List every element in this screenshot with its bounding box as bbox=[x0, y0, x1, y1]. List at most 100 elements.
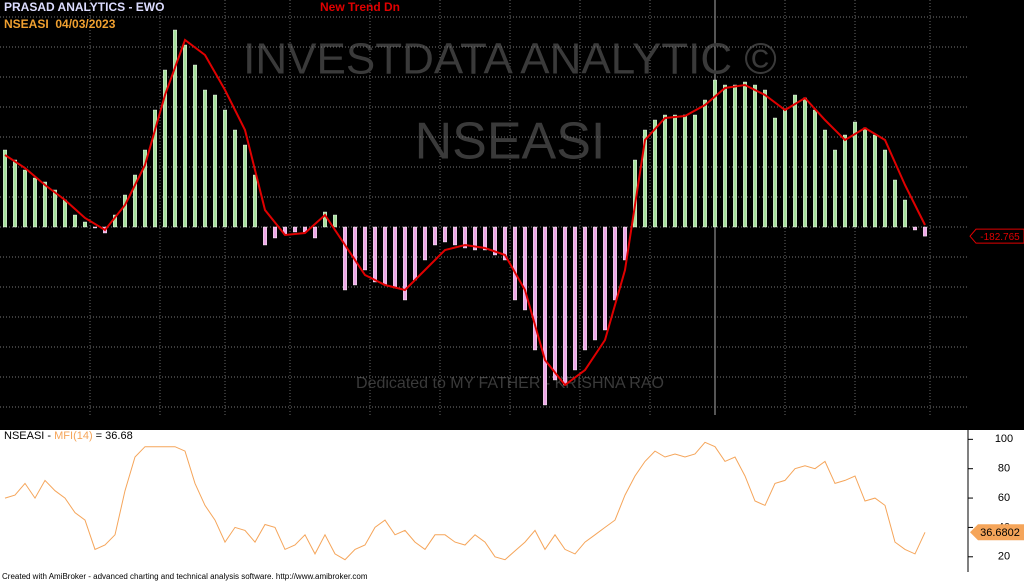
histogram-bar bbox=[433, 226, 438, 246]
y-tick-label: 80 bbox=[998, 463, 1010, 475]
histogram-bar bbox=[122, 194, 127, 228]
histogram-bar bbox=[182, 44, 187, 228]
chart-title: PRASAD ANALYTICS - EWO bbox=[4, 0, 164, 14]
histogram-bar bbox=[613, 226, 618, 301]
histogram-bar bbox=[162, 69, 167, 228]
histogram-bar bbox=[923, 226, 928, 237]
histogram-bar bbox=[513, 226, 518, 301]
histogram-bar bbox=[453, 226, 458, 246]
histogram-bar bbox=[763, 89, 768, 228]
last-value-box bbox=[969, 228, 1024, 244]
histogram-bar bbox=[273, 226, 278, 239]
histogram-bar bbox=[683, 114, 688, 228]
watermark: Dedicated to MY FATHER - KRISHNA RAO bbox=[356, 375, 664, 392]
watermark: INVESTDATA ANALYTIC © bbox=[243, 35, 777, 84]
histogram-bar bbox=[883, 149, 888, 228]
legend-value: = 36.68 bbox=[92, 430, 133, 442]
y-tick-label: 20 bbox=[998, 551, 1010, 563]
histogram-bar bbox=[793, 94, 798, 228]
histogram-bar bbox=[493, 226, 498, 256]
histogram-bar bbox=[242, 144, 247, 228]
histogram-bar bbox=[12, 159, 17, 228]
histogram-bar bbox=[743, 81, 748, 228]
histogram-bar bbox=[733, 84, 738, 228]
histogram-bar bbox=[423, 226, 428, 261]
histogram-bar bbox=[663, 114, 668, 228]
last-value-label: 36.6802 bbox=[980, 527, 1020, 539]
histogram-bar bbox=[903, 199, 908, 228]
histogram-bar bbox=[553, 226, 558, 381]
histogram-bar bbox=[142, 149, 147, 228]
histogram-bar bbox=[773, 117, 778, 228]
histogram-bar bbox=[483, 226, 488, 251]
histogram-bar bbox=[43, 181, 48, 228]
histogram-bar bbox=[333, 214, 338, 228]
histogram-bar bbox=[23, 169, 28, 228]
histogram-bar bbox=[232, 129, 237, 228]
legend-symbol: NSEASI - bbox=[4, 430, 55, 442]
histogram-bar bbox=[82, 221, 87, 228]
last-value-box bbox=[970, 524, 1024, 541]
histogram-bar bbox=[693, 114, 698, 228]
histogram-bar bbox=[573, 226, 578, 371]
last-value-label: -182.765 bbox=[980, 232, 1020, 243]
histogram-bar bbox=[913, 226, 918, 231]
histogram-bar bbox=[192, 64, 197, 228]
histogram-bar bbox=[63, 199, 68, 228]
histogram-bar bbox=[803, 97, 808, 228]
histogram-bar bbox=[3, 149, 7, 228]
histogram-bar bbox=[132, 174, 137, 228]
histogram-bar bbox=[813, 109, 818, 228]
y-tick-label: 100 bbox=[995, 433, 1013, 445]
legend: NSEASI - MFI(14) = 36.68 bbox=[4, 430, 133, 442]
histogram-bar bbox=[473, 226, 478, 251]
histogram-bar bbox=[92, 226, 97, 229]
histogram-bar bbox=[713, 79, 718, 228]
histogram-bar bbox=[373, 226, 378, 283]
histogram-bar bbox=[252, 174, 257, 228]
bottom-panel bbox=[0, 430, 1024, 572]
histogram-bar bbox=[212, 94, 217, 228]
histogram-bar bbox=[583, 226, 588, 351]
histogram-bar bbox=[413, 226, 418, 281]
histogram-bar bbox=[863, 127, 868, 228]
signal-line bbox=[4, 38, 926, 387]
signal-text: New Trend Dn bbox=[320, 0, 400, 14]
histogram-bar bbox=[503, 226, 508, 261]
histogram-bar bbox=[783, 109, 788, 228]
plot: -182.7652040608010036.6802 bbox=[0, 16, 1024, 563]
histogram-bar bbox=[853, 121, 858, 228]
histogram-bar bbox=[403, 226, 408, 301]
histogram-bar bbox=[623, 226, 628, 261]
histogram-bar bbox=[533, 226, 538, 351]
histogram-bar bbox=[53, 189, 58, 228]
histogram-bar bbox=[543, 226, 548, 406]
histogram-bar bbox=[383, 226, 388, 286]
y-tick-label: 60 bbox=[998, 492, 1010, 504]
histogram-bar bbox=[823, 129, 828, 228]
histogram-bar bbox=[703, 99, 708, 228]
symbol-date: NSEASI 04/03/2023 bbox=[4, 17, 116, 31]
histogram-bar bbox=[152, 109, 157, 228]
histogram-bar bbox=[673, 114, 678, 228]
histogram-bar bbox=[222, 109, 227, 228]
histogram-bar bbox=[753, 84, 758, 228]
legend-indicator: MFI(14) bbox=[54, 430, 93, 442]
histogram-bar bbox=[523, 226, 528, 311]
histogram-bar bbox=[33, 177, 38, 228]
histogram-bar bbox=[443, 226, 448, 243]
watermark: NSEASI bbox=[415, 113, 606, 171]
histogram-bar bbox=[343, 226, 348, 291]
histogram-bar bbox=[393, 226, 398, 289]
histogram-bar bbox=[873, 134, 878, 228]
histogram-bar bbox=[293, 226, 298, 233]
histogram-bar bbox=[833, 149, 838, 228]
histogram-bar bbox=[643, 129, 648, 228]
histogram-bar bbox=[893, 179, 898, 228]
histogram-bar bbox=[593, 226, 598, 341]
histogram-bar bbox=[353, 226, 358, 286]
histogram-bar bbox=[463, 226, 468, 249]
histogram-bar bbox=[313, 226, 318, 239]
histogram-bar bbox=[363, 226, 368, 271]
